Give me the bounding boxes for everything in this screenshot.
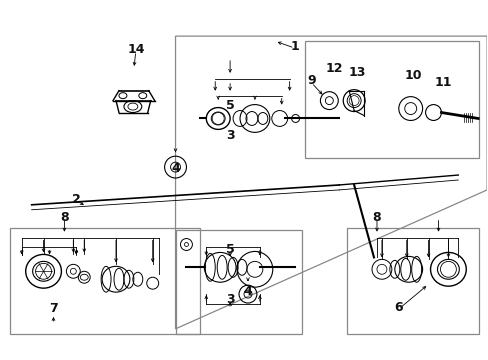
Text: 3: 3 bbox=[225, 129, 234, 142]
Text: 11: 11 bbox=[434, 76, 451, 89]
Text: 4: 4 bbox=[243, 285, 252, 298]
Text: 4: 4 bbox=[171, 162, 180, 175]
Text: 3: 3 bbox=[225, 293, 234, 306]
Text: 9: 9 bbox=[306, 74, 315, 87]
Text: 5: 5 bbox=[225, 99, 234, 112]
Text: 10: 10 bbox=[404, 69, 422, 82]
Text: 12: 12 bbox=[325, 62, 343, 75]
Text: 1: 1 bbox=[290, 40, 298, 53]
Text: 2: 2 bbox=[72, 193, 81, 206]
Text: 8: 8 bbox=[60, 211, 69, 224]
Text: 8: 8 bbox=[372, 211, 381, 224]
Text: 7: 7 bbox=[49, 302, 58, 315]
Text: 5: 5 bbox=[225, 243, 234, 256]
Text: 13: 13 bbox=[348, 66, 365, 79]
Text: 14: 14 bbox=[127, 42, 144, 55]
Text: 6: 6 bbox=[394, 301, 402, 314]
